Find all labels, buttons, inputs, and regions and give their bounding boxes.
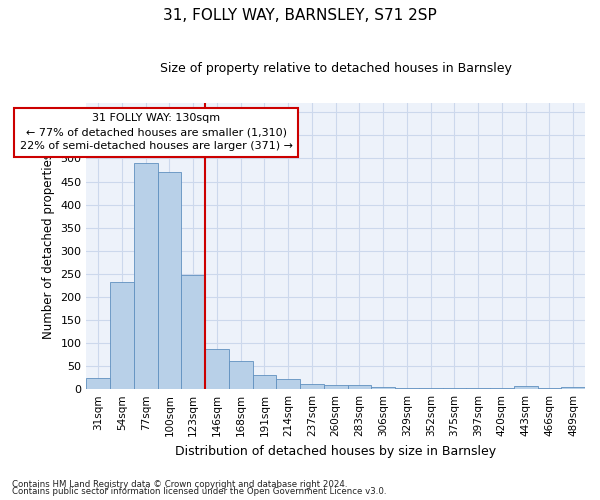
- X-axis label: Distribution of detached houses by size in Barnsley: Distribution of detached houses by size …: [175, 444, 496, 458]
- Bar: [253, 376, 277, 389]
- Text: Contains public sector information licensed under the Open Government Licence v3: Contains public sector information licen…: [12, 487, 386, 496]
- Bar: [158, 172, 181, 389]
- Bar: [371, 387, 395, 389]
- Bar: [514, 386, 538, 389]
- Bar: [347, 384, 371, 389]
- Bar: [561, 387, 585, 389]
- Bar: [490, 388, 514, 389]
- Bar: [538, 388, 561, 389]
- Bar: [277, 379, 300, 389]
- Y-axis label: Number of detached properties: Number of detached properties: [42, 153, 55, 339]
- Bar: [181, 274, 205, 389]
- Bar: [229, 360, 253, 389]
- Bar: [86, 378, 110, 389]
- Bar: [110, 282, 134, 389]
- Text: 31, FOLLY WAY, BARNSLEY, S71 2SP: 31, FOLLY WAY, BARNSLEY, S71 2SP: [163, 8, 437, 22]
- Title: Size of property relative to detached houses in Barnsley: Size of property relative to detached ho…: [160, 62, 512, 76]
- Bar: [134, 163, 158, 389]
- Bar: [466, 388, 490, 389]
- Bar: [443, 388, 466, 389]
- Bar: [300, 384, 324, 389]
- Text: 31 FOLLY WAY: 130sqm
← 77% of detached houses are smaller (1,310)
22% of semi-de: 31 FOLLY WAY: 130sqm ← 77% of detached h…: [20, 113, 293, 151]
- Bar: [419, 388, 443, 389]
- Text: Contains HM Land Registry data © Crown copyright and database right 2024.: Contains HM Land Registry data © Crown c…: [12, 480, 347, 489]
- Bar: [205, 348, 229, 389]
- Bar: [324, 384, 347, 389]
- Bar: [395, 388, 419, 389]
